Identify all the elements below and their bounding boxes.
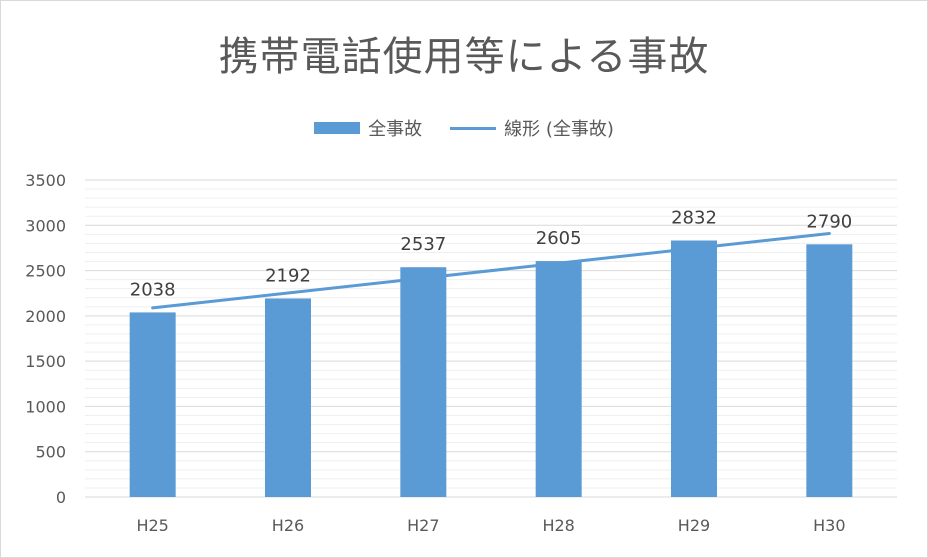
legend-line-swatch bbox=[450, 126, 497, 130]
legend-label-trendline: 線形 (全事故) bbox=[504, 119, 614, 140]
legend: 全事故 線形 (全事故) bbox=[0, 116, 928, 140]
bar bbox=[535, 261, 582, 497]
legend-item-trendline: 線形 (全事故) bbox=[450, 115, 614, 141]
bar bbox=[671, 240, 717, 497]
y-tick-label: 500 bbox=[35, 443, 66, 462]
data-label: 2038 bbox=[130, 279, 176, 300]
bar bbox=[400, 267, 447, 497]
x-tick-label: H28 bbox=[542, 516, 574, 535]
data-label: 2790 bbox=[806, 211, 852, 232]
legend-item-bars: 全事故 bbox=[314, 115, 422, 141]
y-tick-label: 1000 bbox=[25, 397, 66, 416]
x-tick-label: H27 bbox=[407, 516, 439, 535]
y-tick-label: 3000 bbox=[25, 216, 66, 235]
y-tick-label: 2500 bbox=[25, 262, 66, 281]
legend-label-bars: 全事故 bbox=[368, 119, 423, 140]
bar bbox=[265, 298, 311, 497]
data-label: 2832 bbox=[671, 208, 717, 229]
legend-bar-swatch bbox=[314, 122, 361, 134]
y-tick-label: 1500 bbox=[25, 352, 66, 371]
trendline bbox=[151, 231, 831, 310]
x-tick-label: H30 bbox=[813, 516, 845, 535]
y-tick-label: 3500 bbox=[25, 171, 66, 190]
x-tick-label: H26 bbox=[272, 516, 304, 535]
x-tick-label: H25 bbox=[136, 516, 168, 535]
y-tick-label: 0 bbox=[56, 488, 66, 507]
bar bbox=[806, 244, 853, 497]
bar bbox=[129, 312, 176, 497]
x-tick-label: H29 bbox=[678, 516, 710, 535]
data-label: 2605 bbox=[536, 228, 582, 249]
y-tick-label: 2000 bbox=[25, 307, 66, 326]
chart-title: 携帯電話使用等による事故 bbox=[218, 34, 710, 80]
data-label: 2537 bbox=[400, 234, 446, 255]
data-label: 2192 bbox=[265, 265, 311, 286]
